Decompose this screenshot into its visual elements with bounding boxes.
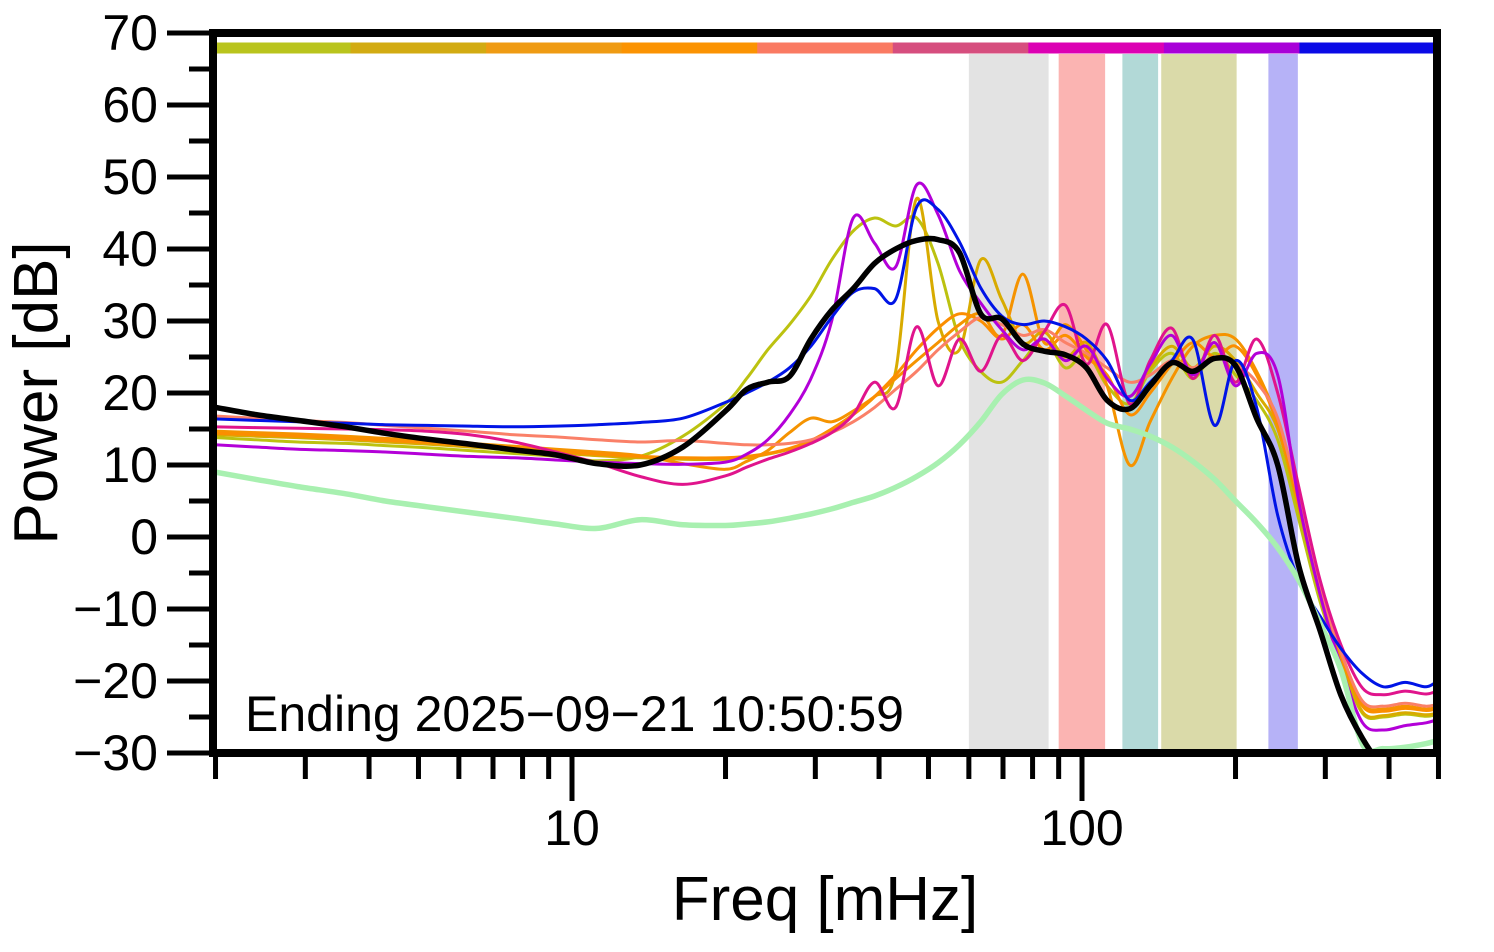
bar-segment-2 (350, 42, 487, 54)
y-tick-label: 50 (102, 149, 158, 205)
bar-segment-1 (217, 42, 352, 54)
y-tick-label: 40 (102, 221, 158, 277)
band-olive (1161, 54, 1237, 749)
bar-segment-9 (1299, 42, 1433, 54)
x-tick-label: 100 (1040, 800, 1123, 856)
y-tick-label: −30 (73, 725, 158, 781)
curve-segment-blue (217, 198, 1433, 689)
axis-ticks-layer (167, 30, 1441, 801)
bar-segment-6 (892, 42, 1029, 54)
x-tick-label: 10 (544, 800, 600, 856)
curve-segment-olive (217, 215, 1433, 721)
curve-segment-raspberry (217, 302, 1433, 697)
bar-segment-4 (621, 42, 758, 54)
y-tick-label: 10 (102, 437, 158, 493)
ending-timestamp-annotation: Ending 2025−09−21 10:50:59 (245, 686, 904, 742)
y-tick-label: −10 (73, 581, 158, 637)
y-tick-label: 30 (102, 293, 158, 349)
curve-segment-gold (217, 197, 1433, 719)
curves-layer (217, 181, 1433, 749)
y-axis-title: Power [dB] (2, 241, 71, 544)
bar-segment-3 (486, 42, 623, 54)
curve-reference-green (217, 376, 1433, 749)
bar-segment-5 (757, 42, 894, 54)
bar-segment-8 (1163, 42, 1300, 54)
bar-segment-7 (1028, 42, 1165, 54)
y-tick-label: 20 (102, 365, 158, 421)
y-tick-label: −20 (73, 653, 158, 709)
y-tick-label: 60 (102, 77, 158, 133)
curve-segment-purple (217, 181, 1433, 732)
curve-segment-salmon (217, 315, 1433, 709)
x-axis-title: Freq [mHz] (672, 865, 979, 934)
band-gray (968, 54, 1049, 749)
curve-average-black (217, 235, 1373, 749)
plot-border (209, 29, 1441, 757)
y-tick-label: 70 (102, 5, 158, 61)
segment-color-bar (217, 42, 1433, 54)
band-pink (1058, 54, 1106, 749)
y-tick-label: 0 (130, 509, 158, 565)
